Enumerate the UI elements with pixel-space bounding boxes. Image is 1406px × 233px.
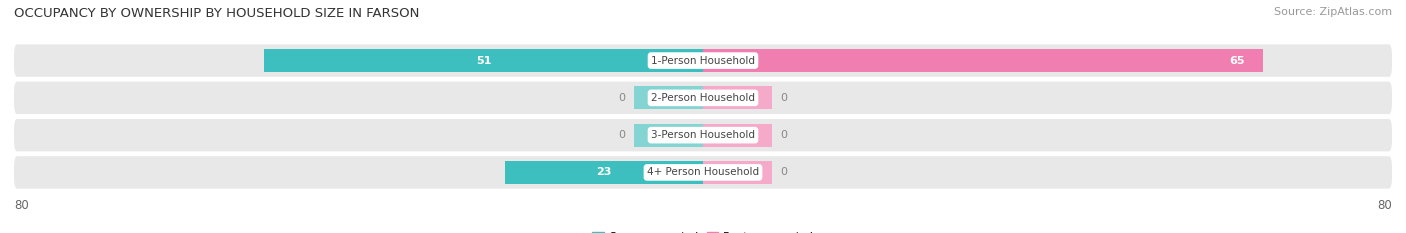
Legend: Owner-occupied, Renter-occupied: Owner-occupied, Renter-occupied [592, 232, 814, 233]
Bar [264, 49, 703, 72]
Text: 0: 0 [780, 93, 787, 103]
Bar [703, 161, 772, 184]
Bar [703, 49, 1263, 72]
FancyBboxPatch shape [14, 82, 1392, 114]
FancyBboxPatch shape [14, 44, 1392, 77]
Bar [703, 86, 772, 110]
Text: 1-Person Household: 1-Person Household [651, 56, 755, 65]
Text: 4+ Person Household: 4+ Person Household [647, 168, 759, 177]
Text: 23: 23 [596, 168, 612, 177]
Text: 65: 65 [1229, 56, 1244, 65]
Text: 80: 80 [1378, 199, 1392, 212]
Bar [634, 123, 703, 147]
Text: 0: 0 [780, 168, 787, 177]
Bar [703, 123, 772, 147]
Text: 0: 0 [619, 130, 626, 140]
FancyBboxPatch shape [14, 119, 1392, 151]
Text: OCCUPANCY BY OWNERSHIP BY HOUSEHOLD SIZE IN FARSON: OCCUPANCY BY OWNERSHIP BY HOUSEHOLD SIZE… [14, 7, 419, 20]
Text: 3-Person Household: 3-Person Household [651, 130, 755, 140]
Bar [505, 161, 703, 184]
Text: 0: 0 [780, 130, 787, 140]
Text: Source: ZipAtlas.com: Source: ZipAtlas.com [1274, 7, 1392, 17]
Text: 0: 0 [619, 93, 626, 103]
FancyBboxPatch shape [14, 156, 1392, 189]
Text: 51: 51 [475, 56, 491, 65]
Bar [634, 86, 703, 110]
Text: 2-Person Household: 2-Person Household [651, 93, 755, 103]
Text: 80: 80 [14, 199, 28, 212]
